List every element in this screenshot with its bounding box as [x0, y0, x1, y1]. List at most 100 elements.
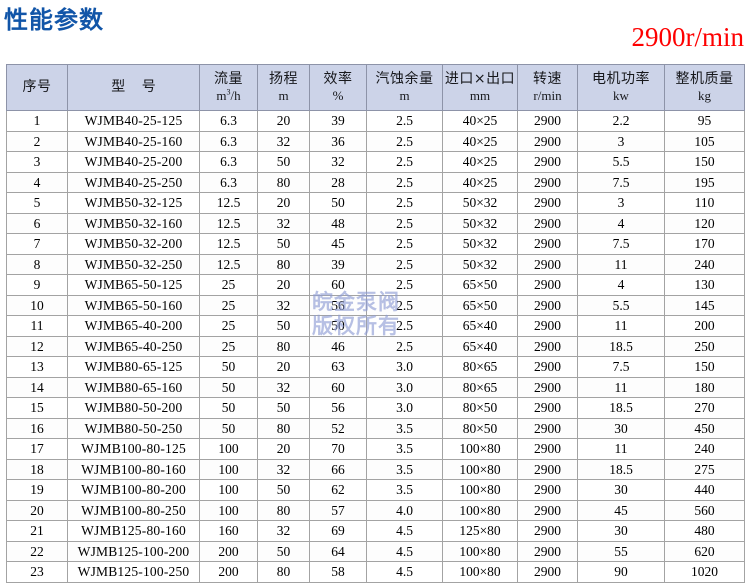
cell-r16-c9: 450 — [664, 417, 745, 439]
cell-r6-c3: 32 — [257, 212, 310, 234]
cell-r18-c0: 18 — [6, 458, 68, 480]
cell-r1-c5: 2.5 — [366, 110, 443, 132]
cell-r12-c1: WJMB65-40-250 — [67, 335, 200, 357]
cell-r10-c3: 32 — [257, 294, 310, 316]
cell-r16-c6: 80×50 — [442, 417, 518, 439]
column-header-title-3: 扬程 — [269, 71, 298, 88]
table-row: 7 WJMB50-32-200 12.5 50 45 2.5 50×32 2900 7.5 170 — [6, 233, 745, 255]
cell-r6-c4: 48 — [309, 212, 367, 234]
cell-r6-c7: 2900 — [517, 212, 578, 234]
cell-r21-c8: 30 — [577, 520, 665, 542]
cell-r20-c2: 100 — [199, 499, 258, 521]
cell-r18-c2: 100 — [199, 458, 258, 480]
rotation-speed-label: 2900r/min — [631, 22, 745, 52]
column-header-5: 汽蚀余量 m — [366, 64, 443, 111]
table-row: 15 WJMB80-50-200 50 50 56 3.0 80×50 2900 18.5 270 — [6, 397, 745, 419]
cell-r1-c3: 20 — [257, 110, 310, 132]
cell-r15-c5: 3.0 — [366, 397, 443, 419]
cell-r11-c9: 200 — [664, 315, 745, 337]
cell-r12-c6: 65×40 — [442, 335, 518, 357]
cell-r2-c6: 40×25 — [442, 130, 518, 152]
cell-r17-c3: 20 — [257, 438, 310, 460]
cell-r20-c5: 4.0 — [366, 499, 443, 521]
cell-r6-c1: WJMB50-32-160 — [67, 212, 200, 234]
cell-r20-c7: 2900 — [517, 499, 578, 521]
cell-r11-c5: 2.5 — [366, 315, 443, 337]
cell-r17-c6: 100×80 — [442, 438, 518, 460]
column-header-title-6: 进口×出口 — [444, 71, 516, 88]
cell-r21-c7: 2900 — [517, 520, 578, 542]
cell-r5-c8: 3 — [577, 192, 665, 214]
cell-r21-c5: 4.5 — [366, 520, 443, 542]
column-header-unit-9: kg — [698, 87, 711, 103]
cell-r11-c7: 2900 — [517, 315, 578, 337]
cell-r11-c2: 25 — [199, 315, 258, 337]
cell-r3-c2: 6.3 — [199, 151, 258, 173]
cell-r20-c0: 20 — [6, 499, 68, 521]
cell-r1-c8: 2.2 — [577, 110, 665, 132]
cell-r4-c2: 6.3 — [199, 171, 258, 193]
cell-r22-c2: 200 — [199, 540, 258, 562]
cell-r2-c5: 2.5 — [366, 130, 443, 152]
cell-r22-c4: 64 — [309, 540, 367, 562]
cell-r2-c9: 105 — [664, 130, 745, 152]
cell-r9-c5: 2.5 — [366, 274, 443, 296]
cell-r10-c5: 2.5 — [366, 294, 443, 316]
cell-r2-c0: 2 — [6, 130, 68, 152]
cell-r12-c3: 80 — [257, 335, 310, 357]
cell-r13-c8: 7.5 — [577, 356, 665, 378]
performance-table: 序号型 号流量 m3/h 扬程 m 效率% 汽蚀余量 m 进口×出口 mm 转速 r/min 电机功率… — [6, 64, 745, 583]
cell-r20-c3: 80 — [257, 499, 310, 521]
cell-r3-c3: 50 — [257, 151, 310, 173]
cell-r16-c7: 2900 — [517, 417, 578, 439]
performance-table-wrapper: 序号型 号流量 m3/h 扬程 m 效率% 汽蚀余量 m 进口×出口 mm 转速 r/min 电机功率… — [6, 64, 745, 583]
cell-r2-c1: WJMB40-25-160 — [67, 130, 200, 152]
column-header-unit-5: m — [399, 87, 410, 103]
cell-r5-c6: 50×32 — [442, 192, 518, 214]
table-row: 8 WJMB50-32-250 12.5 80 39 2.5 50×32 2900 11 240 — [6, 253, 745, 275]
cell-r14-c7: 2900 — [517, 376, 578, 398]
cell-r11-c4: 50 — [309, 315, 367, 337]
cell-r19-c1: WJMB100-80-200 — [67, 479, 200, 501]
cell-r19-c3: 50 — [257, 479, 310, 501]
cell-r4-c7: 2900 — [517, 171, 578, 193]
cell-r4-c0: 4 — [6, 171, 68, 193]
cell-r15-c4: 56 — [309, 397, 367, 419]
table-row: 6 WJMB50-32-160 12.5 32 48 2.5 50×32 2900 4 120 — [6, 212, 745, 234]
cell-r8-c0: 8 — [6, 253, 68, 275]
cell-r2-c4: 36 — [309, 130, 367, 152]
cell-r7-c1: WJMB50-32-200 — [67, 233, 200, 255]
cell-r21-c2: 160 — [199, 520, 258, 542]
cell-r15-c0: 15 — [6, 397, 68, 419]
cell-r2-c7: 2900 — [517, 130, 578, 152]
cell-r13-c5: 3.0 — [366, 356, 443, 378]
cell-r5-c4: 50 — [309, 192, 367, 214]
cell-r10-c4: 56 — [309, 294, 367, 316]
column-header-unit-7: r/min — [533, 87, 562, 103]
cell-r12-c8: 18.5 — [577, 335, 665, 357]
table-row: 13 WJMB80-65-125 50 20 63 3.0 80×65 2900 7.5 150 — [6, 356, 745, 378]
cell-r7-c6: 50×32 — [442, 233, 518, 255]
cell-r21-c0: 21 — [6, 520, 68, 542]
cell-r22-c6: 100×80 — [442, 540, 518, 562]
table-row: 3 WJMB40-25-200 6.3 50 32 2.5 40×25 2900 5.5 150 — [6, 151, 745, 173]
cell-r18-c5: 3.5 — [366, 458, 443, 480]
column-header-unit-3: m — [278, 87, 289, 103]
cell-r8-c7: 2900 — [517, 253, 578, 275]
cell-r4-c6: 40×25 — [442, 171, 518, 193]
cell-r14-c5: 3.0 — [366, 376, 443, 398]
cell-r14-c1: WJMB80-65-160 — [67, 376, 200, 398]
cell-r18-c7: 2900 — [517, 458, 578, 480]
cell-r3-c4: 32 — [309, 151, 367, 173]
cell-r21-c9: 480 — [664, 520, 745, 542]
cell-r1-c4: 39 — [309, 110, 367, 132]
cell-r10-c0: 10 — [6, 294, 68, 316]
cell-r19-c0: 19 — [6, 479, 68, 501]
cell-r5-c5: 2.5 — [366, 192, 443, 214]
cell-r17-c4: 70 — [309, 438, 367, 460]
cell-r9-c4: 60 — [309, 274, 367, 296]
cell-r16-c0: 16 — [6, 417, 68, 439]
column-header-2: 流量 m3/h — [199, 64, 258, 111]
page-title: 性能参数 — [4, 6, 104, 34]
column-header-title-8: 电机功率 — [592, 71, 650, 88]
